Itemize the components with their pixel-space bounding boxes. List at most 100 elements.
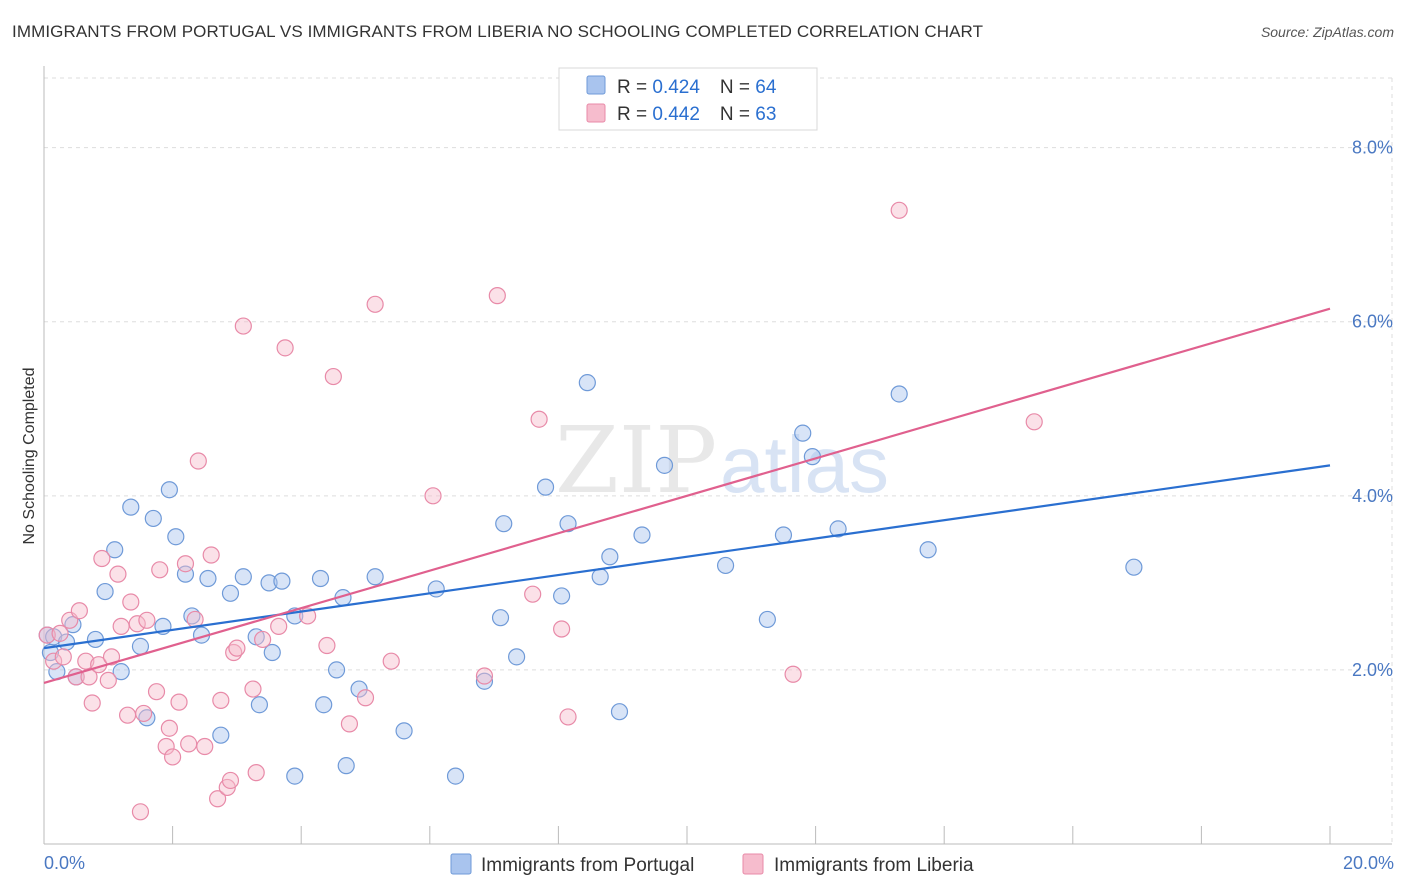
point-portugal [366, 568, 384, 586]
point-portugal [160, 481, 178, 499]
point-liberia [176, 555, 195, 573]
point-liberia [83, 694, 101, 712]
point-portugal [250, 696, 269, 714]
legend-n-label: N = [720, 104, 755, 125]
point-liberia [138, 611, 156, 629]
series-liberia-points [38, 201, 1043, 821]
point-portugal [610, 703, 629, 721]
point-portugal [1125, 558, 1143, 576]
legend-bottom-swatch-liberia [742, 853, 764, 875]
point-liberia [324, 367, 342, 386]
point-portugal [919, 541, 937, 559]
point-liberia [147, 683, 166, 701]
point-portugal [212, 726, 230, 744]
point-liberia [270, 617, 288, 635]
point-portugal [633, 526, 651, 544]
y-tick-label: 6.0% [1352, 312, 1393, 332]
point-portugal [508, 648, 526, 666]
point-liberia [340, 715, 359, 733]
y-tick-labels: 2.0% 4.0% 6.0% 8.0% [1352, 138, 1393, 680]
point-liberia [1025, 413, 1043, 431]
point-liberia [553, 620, 571, 638]
point-liberia [209, 790, 227, 808]
x-tick-labels: 0.0% 20.0% [44, 853, 1394, 873]
point-liberia [196, 737, 214, 756]
legend-row-liberia: R = 0.442 N = 63 [617, 104, 776, 125]
point-liberia [254, 630, 272, 649]
y-tick-label: 8.0% [1352, 138, 1393, 158]
point-liberia [160, 719, 178, 737]
point-liberia [244, 680, 262, 698]
legend-swatch-liberia [586, 103, 606, 123]
point-portugal [286, 767, 304, 785]
point-portugal [716, 556, 735, 575]
point-portugal [337, 757, 355, 775]
point-liberia [890, 201, 908, 219]
point-liberia [559, 708, 577, 726]
point-liberia [109, 565, 127, 583]
point-portugal [427, 580, 445, 598]
watermark: ZIP atlas [555, 407, 889, 514]
point-portugal [221, 584, 240, 602]
point-liberia [530, 410, 548, 428]
point-portugal [774, 526, 793, 544]
legend-bottom-label-portugal: Immigrants from Portugal [481, 855, 694, 876]
point-portugal [495, 515, 513, 533]
point-liberia [318, 636, 336, 655]
point-liberia [424, 487, 442, 505]
source-label: Source: ZipAtlas.com [1260, 24, 1394, 40]
point-liberia [475, 667, 494, 685]
trend-lines [43, 307, 1331, 685]
legend-top: R = 0.424 N = 64 R = 0.442 N = 63 [558, 67, 818, 131]
point-portugal [199, 569, 217, 588]
legend-swatch-portugal [586, 75, 606, 95]
chart-title: IMMIGRANTS FROM PORTUGAL VS IMMIGRANTS F… [12, 22, 984, 41]
point-portugal [315, 696, 333, 714]
point-portugal [112, 663, 130, 681]
point-portugal [536, 478, 555, 496]
point-portugal [591, 568, 609, 586]
point-liberia [180, 735, 198, 753]
point-portugal [890, 385, 908, 403]
point-liberia [38, 626, 56, 644]
legend-r-label: R = [617, 104, 652, 125]
legend-n-value-portugal: 64 [755, 77, 777, 98]
point-liberia [51, 624, 69, 642]
point-portugal [553, 587, 571, 605]
point-liberia [131, 803, 150, 821]
point-liberia [189, 452, 207, 470]
point-portugal [559, 515, 577, 533]
x-tick-label: 20.0% [1343, 853, 1394, 873]
point-portugal [829, 520, 847, 538]
point-portugal [794, 424, 812, 442]
grid-lines [44, 77, 1393, 844]
point-liberia [366, 295, 384, 313]
point-portugal [311, 569, 330, 588]
point-portugal [475, 672, 494, 690]
point-liberia [221, 771, 240, 790]
series-portugal-points [38, 374, 1143, 785]
point-portugal [106, 541, 124, 559]
point-portugal [263, 643, 281, 662]
point-liberia [54, 648, 72, 666]
point-liberia [122, 593, 140, 611]
point-liberia [228, 639, 246, 657]
legend-n-label: N = [720, 77, 755, 98]
point-liberia [356, 689, 375, 707]
point-liberia [102, 648, 121, 666]
point-portugal [131, 637, 150, 656]
axes [43, 66, 1392, 845]
point-liberia [234, 317, 252, 335]
legend-bottom-label-liberia: Immigrants from Liberia [774, 855, 974, 876]
point-portugal [491, 609, 510, 627]
point-portugal [273, 572, 291, 590]
point-portugal [395, 722, 413, 740]
point-liberia [112, 617, 130, 635]
point-portugal [601, 548, 619, 566]
point-liberia [70, 602, 88, 620]
point-liberia [382, 652, 400, 670]
point-liberia [128, 615, 146, 633]
point-liberia [151, 561, 169, 579]
legend-r-value-portugal: 0.424 [652, 77, 700, 98]
